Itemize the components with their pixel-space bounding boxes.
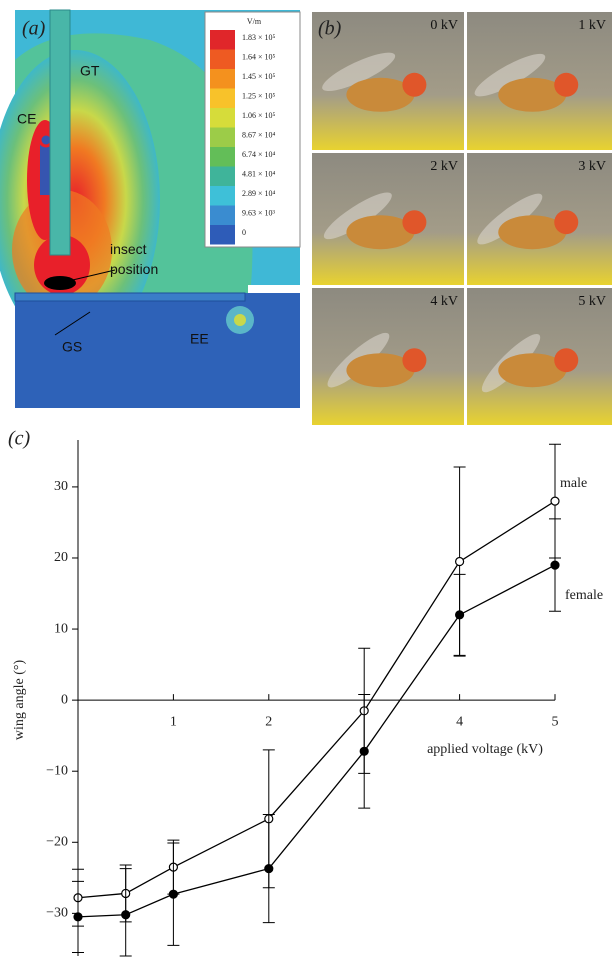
fly-head [402, 73, 426, 97]
colorbar-swatch [210, 89, 235, 109]
x-tick-label: 1 [170, 714, 177, 729]
colorbar-swatch [210, 50, 235, 70]
colorbar-swatch [210, 30, 235, 50]
colorbar-label: 2.89 × 10⁴ [242, 189, 276, 198]
data-point [456, 611, 464, 619]
data-point [169, 890, 177, 898]
colorbar-label: 1.06 × 10⁵ [242, 111, 276, 120]
photo-grid: 0 kV 1 kV 2 kV 3 kV 4 kV 5 kV [312, 12, 612, 425]
y-tick-label: −30 [46, 906, 68, 921]
colorbar-label: 0 [242, 228, 246, 237]
colorbar-label: 8.67 × 10⁴ [242, 130, 276, 139]
panel-label: (b) [318, 18, 342, 40]
colorbar-swatch [210, 225, 235, 245]
panel-label: (c) [8, 428, 31, 450]
y-tick-label: 0 [61, 692, 68, 707]
annotation: EE [190, 331, 209, 347]
colorbar-swatch [210, 147, 235, 167]
colorbar-swatch [210, 186, 235, 206]
colorbar-label: 9.63 × 10³ [242, 208, 276, 217]
panel-label: (a) [22, 18, 46, 40]
colorbar-label: 4.81 × 10⁴ [242, 169, 276, 178]
x-tick-label: 2 [265, 714, 272, 729]
legend-label: male [560, 476, 587, 491]
series-line [78, 501, 555, 898]
fly-head [402, 210, 426, 234]
data-point [122, 911, 130, 919]
colorbar-swatch [210, 108, 235, 128]
annotation: GT [80, 63, 100, 79]
y-tick-label: 30 [54, 479, 68, 494]
y-tick-label: 20 [54, 550, 68, 565]
fly-head [554, 73, 578, 97]
x-axis-title: applied voltage (kV) [427, 742, 543, 757]
annotation: GS [62, 339, 82, 355]
data-point [265, 865, 273, 873]
photo-label: 5 kV [578, 294, 606, 309]
photo-label: 4 kV [430, 294, 458, 309]
data-point [456, 558, 464, 566]
colorbar-label: 1.64 × 10⁵ [242, 52, 276, 61]
data-point [74, 913, 82, 921]
fly-head [554, 348, 578, 372]
data-point [551, 561, 559, 569]
fly-head [554, 210, 578, 234]
data-point [360, 747, 368, 755]
figure: 1.83 × 10⁵ 1.64 × 10⁵ 1.45 × 10⁵ 1.25 × 10⁵… [0, 0, 612, 957]
x-tick-label: 5 [552, 714, 559, 729]
photo-label: 0 kV [430, 18, 458, 33]
photo-label: 3 kV [578, 159, 606, 174]
x-tick-label: 4 [456, 714, 463, 729]
colorbar-swatch [210, 167, 235, 187]
colorbar-label: 1.25 × 10⁵ [242, 91, 276, 100]
photo-label: 1 kV [578, 18, 606, 33]
y-tick-label: 10 [54, 621, 68, 636]
photo-label: 2 kV [430, 159, 458, 174]
y-axis-title: wing angle (°) [12, 660, 27, 741]
colorbar-unit: V/m [247, 17, 262, 26]
annotation: CE [17, 111, 36, 127]
fly-head [402, 348, 426, 372]
colorbar-label: 1.45 × 10⁵ [242, 72, 276, 81]
colorbar-swatch [210, 128, 235, 148]
data-point [551, 497, 559, 505]
colorbar-swatch [210, 69, 235, 89]
y-tick-label: −10 [46, 763, 68, 778]
colorbar-label: 6.74 × 10⁴ [242, 150, 276, 159]
colorbar-swatch [210, 206, 235, 226]
legend-label: female [565, 588, 603, 603]
colorbar-label: 1.83 × 10⁵ [242, 33, 276, 42]
series-line [78, 565, 555, 917]
y-tick-label: −20 [46, 834, 68, 849]
